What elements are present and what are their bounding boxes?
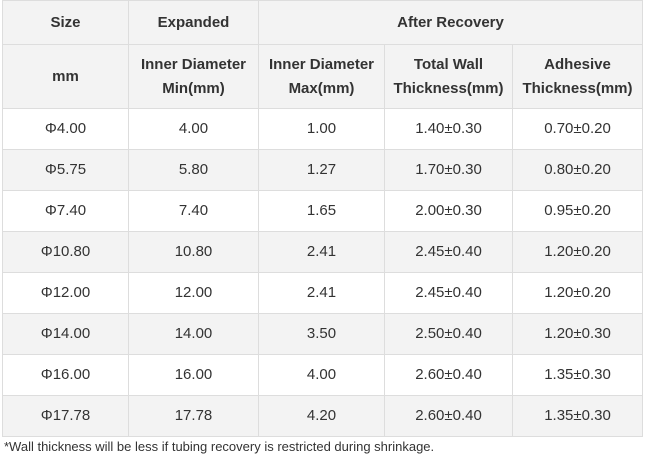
- table-row: Φ17.78 17.78 4.20 2.60±0.40 1.35±0.30: [2, 395, 644, 437]
- header-expanded: Expanded: [128, 0, 259, 45]
- cell-size: Φ7.40: [2, 190, 129, 232]
- footnote: *Wall thickness will be less if tubing r…: [4, 439, 435, 454]
- header-after-recovery: After Recovery: [257, 0, 644, 45]
- table-row: Φ10.80 10.80 2.41 2.45±0.40 1.20±0.20: [2, 231, 644, 273]
- header-line: Thickness(mm): [393, 79, 504, 97]
- cell-inner-max: 4.00: [258, 354, 385, 396]
- header-inner-diameter-max: Inner Diameter Max(mm): [258, 44, 385, 109]
- cell-expanded: 17.78: [128, 395, 259, 437]
- cell-inner-max: 1.00: [258, 108, 385, 150]
- header-line: Min(mm): [162, 79, 225, 97]
- cell-expanded: 5.80: [128, 149, 259, 191]
- cell-adhesive: 0.70±0.20: [511, 108, 644, 150]
- cell-wall: 1.40±0.30: [384, 108, 513, 150]
- cell-adhesive: 1.35±0.30: [511, 354, 644, 396]
- cell-wall: 1.70±0.30: [384, 149, 513, 191]
- header-adhesive-thickness: Adhesive Thickness(mm): [511, 44, 644, 109]
- header-total-wall-thickness: Total Wall Thickness(mm): [384, 44, 513, 109]
- cell-wall: 2.45±0.40: [384, 272, 513, 314]
- table-header: Size Expanded After Recovery mm Inner Di…: [2, 0, 644, 109]
- cell-inner-max: 3.50: [258, 313, 385, 355]
- cell-size: Φ5.75: [2, 149, 129, 191]
- table-row: Φ14.00 14.00 3.50 2.50±0.40 1.20±0.30: [2, 313, 644, 355]
- table-body: Φ4.00 4.00 1.00 1.40±0.30 0.70±0.20 Φ5.7…: [2, 108, 644, 437]
- spec-table: Size Expanded After Recovery mm Inner Di…: [2, 0, 644, 437]
- header-line: Thickness(mm): [522, 79, 633, 97]
- cell-adhesive: 1.20±0.30: [511, 313, 644, 355]
- cell-expanded: 14.00: [128, 313, 259, 355]
- cell-adhesive: 1.20±0.20: [511, 231, 644, 273]
- header-inner-diameter-min: Inner Diameter Min(mm): [128, 44, 259, 109]
- header-row-1: Size Expanded After Recovery: [2, 0, 644, 45]
- header-row-2: mm Inner Diameter Min(mm) Inner Diameter…: [2, 44, 644, 109]
- cell-size: Φ14.00: [2, 313, 129, 355]
- cell-size: Φ4.00: [2, 108, 129, 150]
- cell-adhesive: 1.35±0.30: [511, 395, 644, 437]
- cell-inner-max: 1.65: [258, 190, 385, 232]
- cell-wall: 2.60±0.40: [384, 354, 513, 396]
- header-line: Max(mm): [288, 79, 355, 97]
- header-line: Adhesive: [544, 55, 611, 73]
- cell-size: Φ16.00: [2, 354, 129, 396]
- cell-adhesive: 1.20±0.20: [511, 272, 644, 314]
- cell-size: Φ12.00: [2, 272, 129, 314]
- header-line: Inner Diameter: [268, 55, 375, 73]
- header-line: Total Wall: [413, 55, 484, 73]
- cell-adhesive: 0.80±0.20: [511, 149, 644, 191]
- cell-wall: 2.00±0.30: [384, 190, 513, 232]
- cell-inner-max: 2.41: [258, 231, 385, 273]
- table-row: Φ16.00 16.00 4.00 2.60±0.40 1.35±0.30: [2, 354, 644, 396]
- header-line: Inner Diameter: [140, 55, 247, 73]
- cell-size: Φ17.78: [2, 395, 129, 437]
- header-size: Size: [2, 0, 129, 45]
- cell-expanded: 10.80: [128, 231, 259, 273]
- cell-wall: 2.60±0.40: [384, 395, 513, 437]
- table-row: Φ4.00 4.00 1.00 1.40±0.30 0.70±0.20: [2, 108, 644, 150]
- cell-inner-max: 1.27: [258, 149, 385, 191]
- cell-size: Φ10.80: [2, 231, 129, 273]
- cell-wall: 2.50±0.40: [384, 313, 513, 355]
- cell-expanded: 7.40: [128, 190, 259, 232]
- header-unit-mm: mm: [2, 44, 129, 109]
- cell-expanded: 4.00: [128, 108, 259, 150]
- table-row: Φ12.00 12.00 2.41 2.45±0.40 1.20±0.20: [2, 272, 644, 314]
- cell-expanded: 12.00: [128, 272, 259, 314]
- table-row: Φ7.40 7.40 1.65 2.00±0.30 0.95±0.20: [2, 190, 644, 232]
- cell-inner-max: 4.20: [258, 395, 385, 437]
- table-row: Φ5.75 5.80 1.27 1.70±0.30 0.80±0.20: [2, 149, 644, 191]
- cell-inner-max: 2.41: [258, 272, 385, 314]
- cell-adhesive: 0.95±0.20: [511, 190, 644, 232]
- cell-wall: 2.45±0.40: [384, 231, 513, 273]
- cell-expanded: 16.00: [128, 354, 259, 396]
